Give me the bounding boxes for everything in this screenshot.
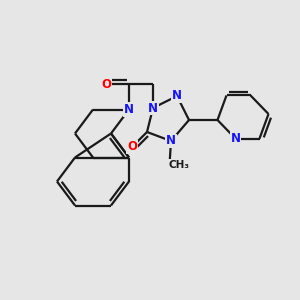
- Text: N: N: [230, 132, 241, 145]
- Text: O: O: [101, 77, 112, 91]
- Text: N: N: [172, 89, 182, 103]
- Text: N: N: [124, 103, 134, 116]
- Text: O: O: [127, 140, 137, 154]
- Text: N: N: [148, 101, 158, 115]
- Text: N: N: [166, 134, 176, 148]
- Text: CH₃: CH₃: [169, 160, 190, 170]
